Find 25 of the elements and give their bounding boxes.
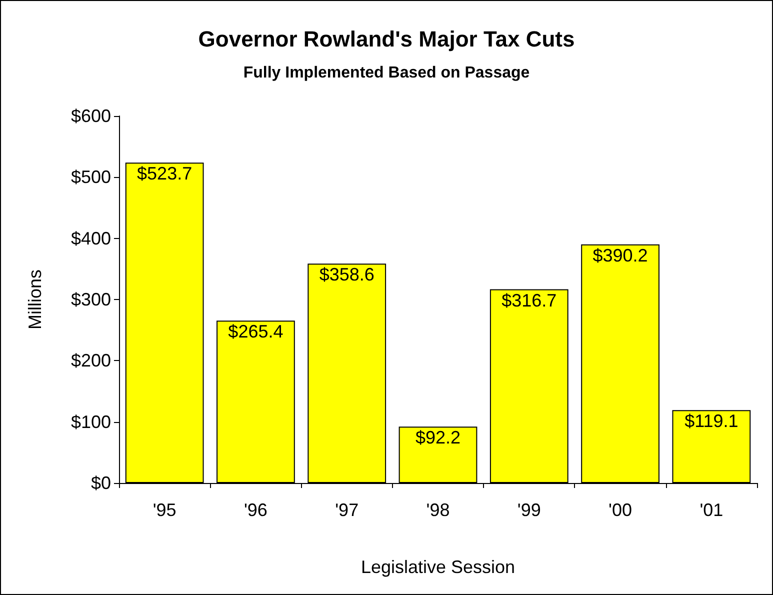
x-tick-label: '99	[517, 500, 541, 520]
data-label: $358.6	[319, 264, 374, 285]
y-tick-label: $300	[70, 290, 111, 310]
y-tick-label: $400	[70, 228, 111, 248]
y-axis-title: Millions	[25, 269, 45, 330]
data-label: $92.2	[415, 428, 461, 448]
x-tick-label: '00	[608, 500, 632, 520]
x-tick-label: '95	[152, 500, 176, 520]
x-tick-label: '01	[700, 500, 724, 520]
y-tick-label: $0	[90, 473, 111, 493]
data-label: $119.1	[684, 411, 738, 432]
data-label: $265.4	[228, 322, 284, 342]
y-tick-label: $100	[70, 412, 111, 432]
x-tick-label: '97	[335, 500, 359, 520]
y-tick-label: $600	[70, 106, 111, 126]
data-label: $523.7	[137, 164, 192, 184]
y-tick-label: $500	[70, 167, 111, 188]
data-label: $390.2	[592, 245, 648, 266]
chart-title: Governor Rowland's Major Tax Cuts	[198, 26, 575, 52]
data-label: $316.7	[502, 290, 557, 310]
y-tick-label: $200	[70, 350, 111, 371]
x-tick-label: '96	[244, 500, 268, 520]
chart-subtitle: Fully Implemented Based on Passage	[243, 64, 530, 82]
x-tick-label: '98	[426, 500, 450, 520]
x-axis-title: Legislative Session	[360, 557, 516, 577]
